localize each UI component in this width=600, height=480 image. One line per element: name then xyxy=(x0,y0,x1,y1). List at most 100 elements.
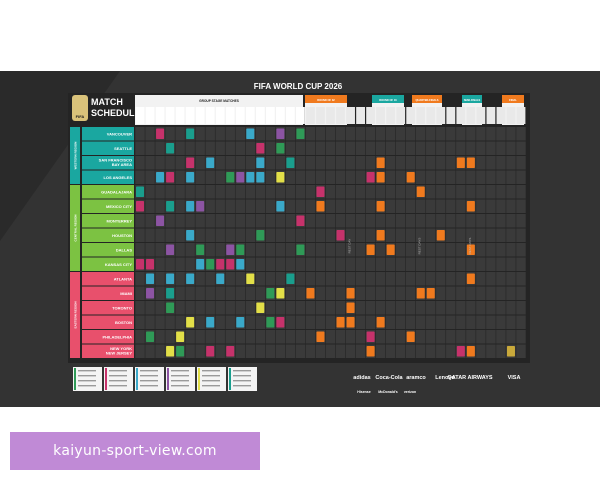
grid-cell xyxy=(426,228,436,242)
grid-cell xyxy=(416,243,426,257)
grid-cell xyxy=(295,228,306,242)
knockout-match-tile xyxy=(316,186,325,197)
schedule-title-1: MATCH xyxy=(91,97,123,107)
city-name: HOUSTON xyxy=(112,233,132,238)
knockout-match-tile xyxy=(456,346,465,357)
grid-cell xyxy=(225,214,235,228)
website-url[interactable]: kaiyun-sport-view.com xyxy=(53,443,217,459)
knockout-match-tile xyxy=(416,186,425,197)
grid-cell xyxy=(175,272,185,286)
grid-cell xyxy=(135,301,145,315)
group-match-tile xyxy=(186,273,195,284)
grid-cell xyxy=(446,199,456,213)
day-header-cell xyxy=(195,107,205,124)
grid-cell xyxy=(486,141,496,155)
grid-cell xyxy=(215,199,225,213)
grid-cell xyxy=(405,301,416,315)
rest-day-label: REST DAYS xyxy=(418,238,422,255)
group-match-tile xyxy=(186,172,195,183)
grid-cell xyxy=(355,228,366,242)
grid-cell xyxy=(225,199,235,213)
grid-cell xyxy=(345,199,356,213)
grid-cell xyxy=(466,330,476,344)
trophy-logo-icon xyxy=(72,95,88,121)
grid-cell xyxy=(185,141,195,155)
day-header-cell xyxy=(306,107,315,124)
stage-header-label: ROUND OF 32 xyxy=(317,98,335,102)
grid-cell xyxy=(155,301,165,315)
city-name: BOSTON xyxy=(115,320,132,325)
website-url-banner[interactable]: kaiyun-sport-view.com xyxy=(10,432,260,470)
city-name: KANSAS CITY xyxy=(105,262,132,267)
grid-cell xyxy=(456,127,466,141)
grid-cell xyxy=(426,301,436,315)
grid-cell xyxy=(355,272,366,286)
city-cell xyxy=(82,301,134,315)
grid-cell xyxy=(345,257,356,271)
grid-cell xyxy=(145,243,155,257)
grid-cell xyxy=(275,330,286,344)
grid-cell xyxy=(275,301,286,315)
grid-cell xyxy=(315,228,326,242)
grid-cell xyxy=(165,127,175,141)
grid-cell xyxy=(355,315,366,329)
grid-cell xyxy=(395,243,406,257)
grid-cell xyxy=(395,214,406,228)
grid-cell xyxy=(416,156,426,170)
group-legend-line xyxy=(233,370,251,372)
grid-cell xyxy=(195,344,205,358)
grid-cell xyxy=(205,141,215,155)
grid-cell xyxy=(486,330,496,344)
group-legend-line xyxy=(171,380,189,382)
grid-cell xyxy=(516,257,526,271)
grid-cell xyxy=(245,301,256,315)
day-header-cell xyxy=(446,107,456,124)
group-legend-line xyxy=(140,375,158,377)
group-legend-line xyxy=(233,375,251,377)
knockout-match-tile xyxy=(366,346,375,357)
match-schedule-poster: FIFA WORLD CUP 2026 FIFA MATCH SCHEDULE … xyxy=(0,71,600,407)
grid-cell xyxy=(215,344,225,358)
grid-cell xyxy=(305,199,316,213)
grid-cell xyxy=(466,185,476,199)
day-header-cell xyxy=(225,107,235,124)
day-header-cell xyxy=(155,107,165,124)
grid-cell xyxy=(155,141,165,155)
grid-cell xyxy=(135,228,145,242)
grid-cell xyxy=(335,330,346,344)
grid-cell xyxy=(215,243,225,257)
grid-cell xyxy=(305,243,316,257)
region-bars: WESTERN REGION CENTRAL REGION EASTERN REGI… xyxy=(70,127,80,358)
grid-cell xyxy=(175,185,185,199)
grid-cell xyxy=(436,141,446,155)
grid-cell xyxy=(295,156,306,170)
grid-cell xyxy=(155,272,165,286)
grid-cell xyxy=(426,214,436,228)
grid-cell xyxy=(175,199,185,213)
day-header-cell xyxy=(145,107,155,124)
region-label: WESTERN REGION xyxy=(74,142,78,170)
grid-cell xyxy=(155,344,165,358)
grid-cell xyxy=(436,286,446,300)
grid-cell xyxy=(486,214,496,228)
grid-cell xyxy=(496,243,506,257)
grid-cell xyxy=(405,199,416,213)
grid-cell xyxy=(355,214,366,228)
grid-cell xyxy=(205,301,215,315)
grid-cell xyxy=(245,344,256,358)
grid-cell xyxy=(265,127,276,141)
grid-cell xyxy=(135,330,145,344)
grid-cell xyxy=(285,127,296,141)
city-cell xyxy=(82,141,134,155)
grid-cell xyxy=(135,286,145,300)
grid-cell xyxy=(315,286,326,300)
group-legend-line xyxy=(140,370,158,372)
grid-cell xyxy=(476,315,486,329)
grid-cell xyxy=(456,185,466,199)
logo-text: FIFA xyxy=(76,114,85,119)
grid-cell xyxy=(426,243,436,257)
group-match-tile xyxy=(166,302,175,313)
grid-cell xyxy=(476,199,486,213)
grid-cell xyxy=(385,228,396,242)
